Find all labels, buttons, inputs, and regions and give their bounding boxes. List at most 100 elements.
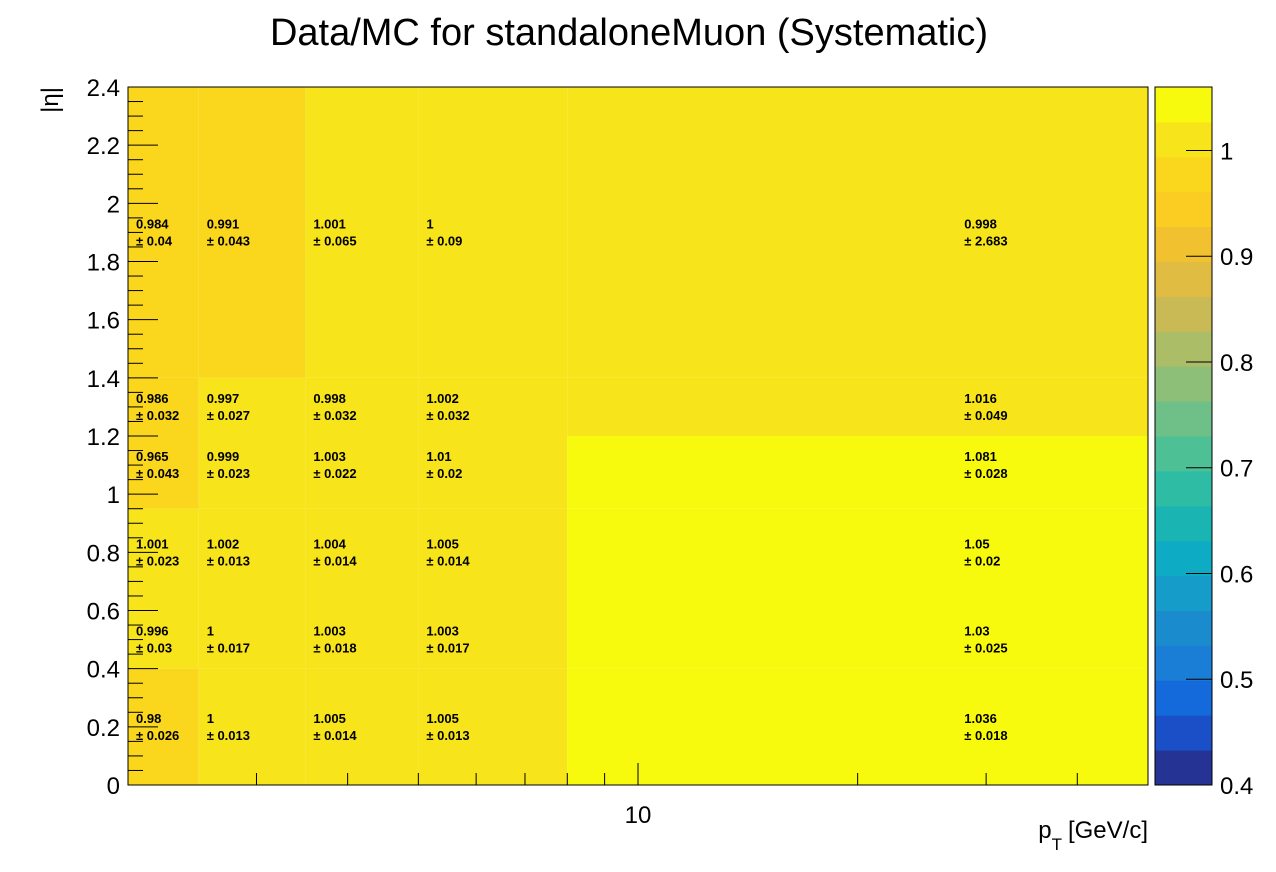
- colorbar-band: [1155, 261, 1212, 297]
- cell-error-label: ± 0.049: [964, 408, 1007, 423]
- cell-value-label: 1.01: [426, 449, 451, 464]
- heatmap-cell: [198, 87, 306, 378]
- colorbar-band: [1155, 331, 1212, 367]
- x-axis-label-sub: T: [1052, 835, 1062, 854]
- cell-value-label: 1: [207, 711, 214, 726]
- cell-labels: 0.98 ± 0.026 1 ± 0.013 1.005 ± 0.014 1.005 ± 0.…: [136, 216, 1008, 742]
- cell-error-label: ± 0.023: [136, 553, 179, 568]
- cell-value-label: 1.036: [964, 711, 997, 726]
- cell-value-label: 1.016: [964, 391, 997, 406]
- cell-value-label: 0.998: [964, 216, 997, 231]
- colorbar-tick-label: 0.5: [1220, 667, 1253, 694]
- colorbar-band: [1155, 715, 1212, 751]
- x-axis-label-main: p: [1038, 817, 1051, 844]
- y-tick-label: 1: [107, 482, 120, 509]
- colorbar-band: [1155, 750, 1212, 786]
- cell-value-label: 1.081: [964, 449, 997, 464]
- cell-error-label: ± 0.02: [964, 553, 1000, 568]
- y-tick-label: 0: [107, 773, 120, 800]
- colorbar-band: [1155, 505, 1212, 542]
- colorbar-band: [1155, 610, 1212, 646]
- y-tick-label: 1.8: [87, 250, 120, 277]
- y-tick-label: 0.8: [87, 540, 120, 567]
- y-tick-label: 0.6: [87, 599, 120, 626]
- heatmap-cell: [567, 87, 1148, 378]
- heatmap-cell: [305, 668, 419, 785]
- cell-value-label: 1.003: [426, 624, 459, 639]
- x-axis-ticks: 10: [255, 763, 1078, 829]
- cell-error-label: ± 0.043: [136, 466, 179, 481]
- y-tick-label: 1.6: [87, 308, 120, 335]
- colorbar-tick-label: 0.8: [1220, 350, 1253, 377]
- x-tick-label: 10: [625, 802, 652, 829]
- cell-error-label: ± 0.09: [426, 233, 462, 248]
- y-tick-label: 0.2: [87, 715, 120, 742]
- heatmap-cell: [567, 508, 1148, 611]
- y-axis-ticks: 0 0.2 0.4 0.6 0.8 1 1.2 1.4 1.6 1.8 2 2.2 2.4: [87, 75, 158, 800]
- cell-error-label: ± 0.018: [964, 728, 1007, 743]
- cell-value-label: 1.001: [136, 536, 169, 551]
- cell-error-label: ± 0.017: [426, 641, 469, 656]
- cell-error-label: ± 0.028: [964, 466, 1007, 481]
- colorbar-tick-label: 0.7: [1220, 456, 1253, 483]
- cell-value-label: 0.965: [136, 449, 169, 464]
- colorbar-band: [1155, 156, 1212, 193]
- heatmap-cell: [198, 508, 306, 611]
- colorbar-frame: [1154, 86, 1213, 786]
- cell-value-label: 1.004: [313, 536, 346, 551]
- heatmap-cell: [305, 610, 419, 669]
- x-axis-label-unit: [GeV/c]: [1068, 817, 1148, 844]
- cell-error-label: ± 0.04: [136, 233, 173, 248]
- cell-error-label: ± 0.043: [207, 233, 250, 248]
- cell-value-label: 1.03: [964, 624, 989, 639]
- colorbar-tick-label: 0.6: [1220, 561, 1253, 588]
- heatmap-cell: [198, 668, 306, 785]
- cell-value-label: 1: [207, 624, 214, 639]
- cell-value-label: 0.999: [207, 449, 240, 464]
- cell-value-label: 1.05: [964, 536, 989, 551]
- cell-value-label: 1.001: [313, 216, 346, 231]
- y-tick-label: 1.2: [87, 424, 120, 451]
- heatmap-cell: [128, 508, 199, 611]
- colorbar-band: [1155, 470, 1212, 507]
- cell-error-label: ± 0.014: [313, 728, 357, 743]
- cell-value-label: 0.998: [313, 391, 346, 406]
- cell-value-label: 1.003: [313, 449, 346, 464]
- colorbar-band: [1155, 87, 1212, 123]
- colorbar-band: [1155, 366, 1212, 402]
- y-tick-label: 2.4: [87, 75, 120, 102]
- colorbar-band: [1155, 121, 1212, 158]
- cell-error-label: ± 0.013: [426, 728, 469, 743]
- heatmap-cell: [198, 610, 306, 669]
- colorbar-band: [1155, 436, 1212, 472]
- cell-error-label: ± 2.683: [964, 233, 1007, 248]
- heatmap-cell: [567, 377, 1148, 436]
- heatmap-cell: [418, 610, 568, 669]
- colorbar-tick-label: 1: [1220, 138, 1233, 165]
- heatmap-cells: [128, 87, 1148, 785]
- heatmap-cell: [305, 508, 419, 611]
- y-tick-label: 0.4: [87, 657, 120, 684]
- heatmap-cell: [567, 436, 1148, 509]
- heatmap-cell: [418, 508, 568, 611]
- cell-value-label: 0.98: [136, 711, 161, 726]
- cell-error-label: ± 0.018: [313, 641, 356, 656]
- cell-error-label: ± 0.023: [207, 466, 250, 481]
- cell-value-label: 0.996: [136, 624, 169, 639]
- colorbar-tick-label: 0.4: [1220, 773, 1253, 800]
- colorbar-band: [1155, 540, 1212, 577]
- colorbar-tick-label: 0.9: [1220, 244, 1253, 271]
- colorbar-band: [1155, 401, 1212, 437]
- cell-value-label: 0.984: [136, 216, 169, 231]
- cell-error-label: ± 0.013: [207, 728, 250, 743]
- heatmap-cell: [418, 377, 568, 436]
- cell-error-label: ± 0.032: [136, 408, 179, 423]
- cell-error-label: ± 0.022: [313, 466, 356, 481]
- cell-value-label: 1: [426, 216, 433, 231]
- x-axis-label: pT [GeV/c]: [1038, 817, 1148, 854]
- heatmap-cell: [198, 436, 306, 509]
- colorbar: 0.4 0.5 0.6 0.7 0.8 0.9 1: [1154, 86, 1253, 800]
- heatmap-cell: [418, 87, 568, 378]
- heatmap-cell: [418, 436, 568, 509]
- cell-value-label: 1.005: [426, 711, 459, 726]
